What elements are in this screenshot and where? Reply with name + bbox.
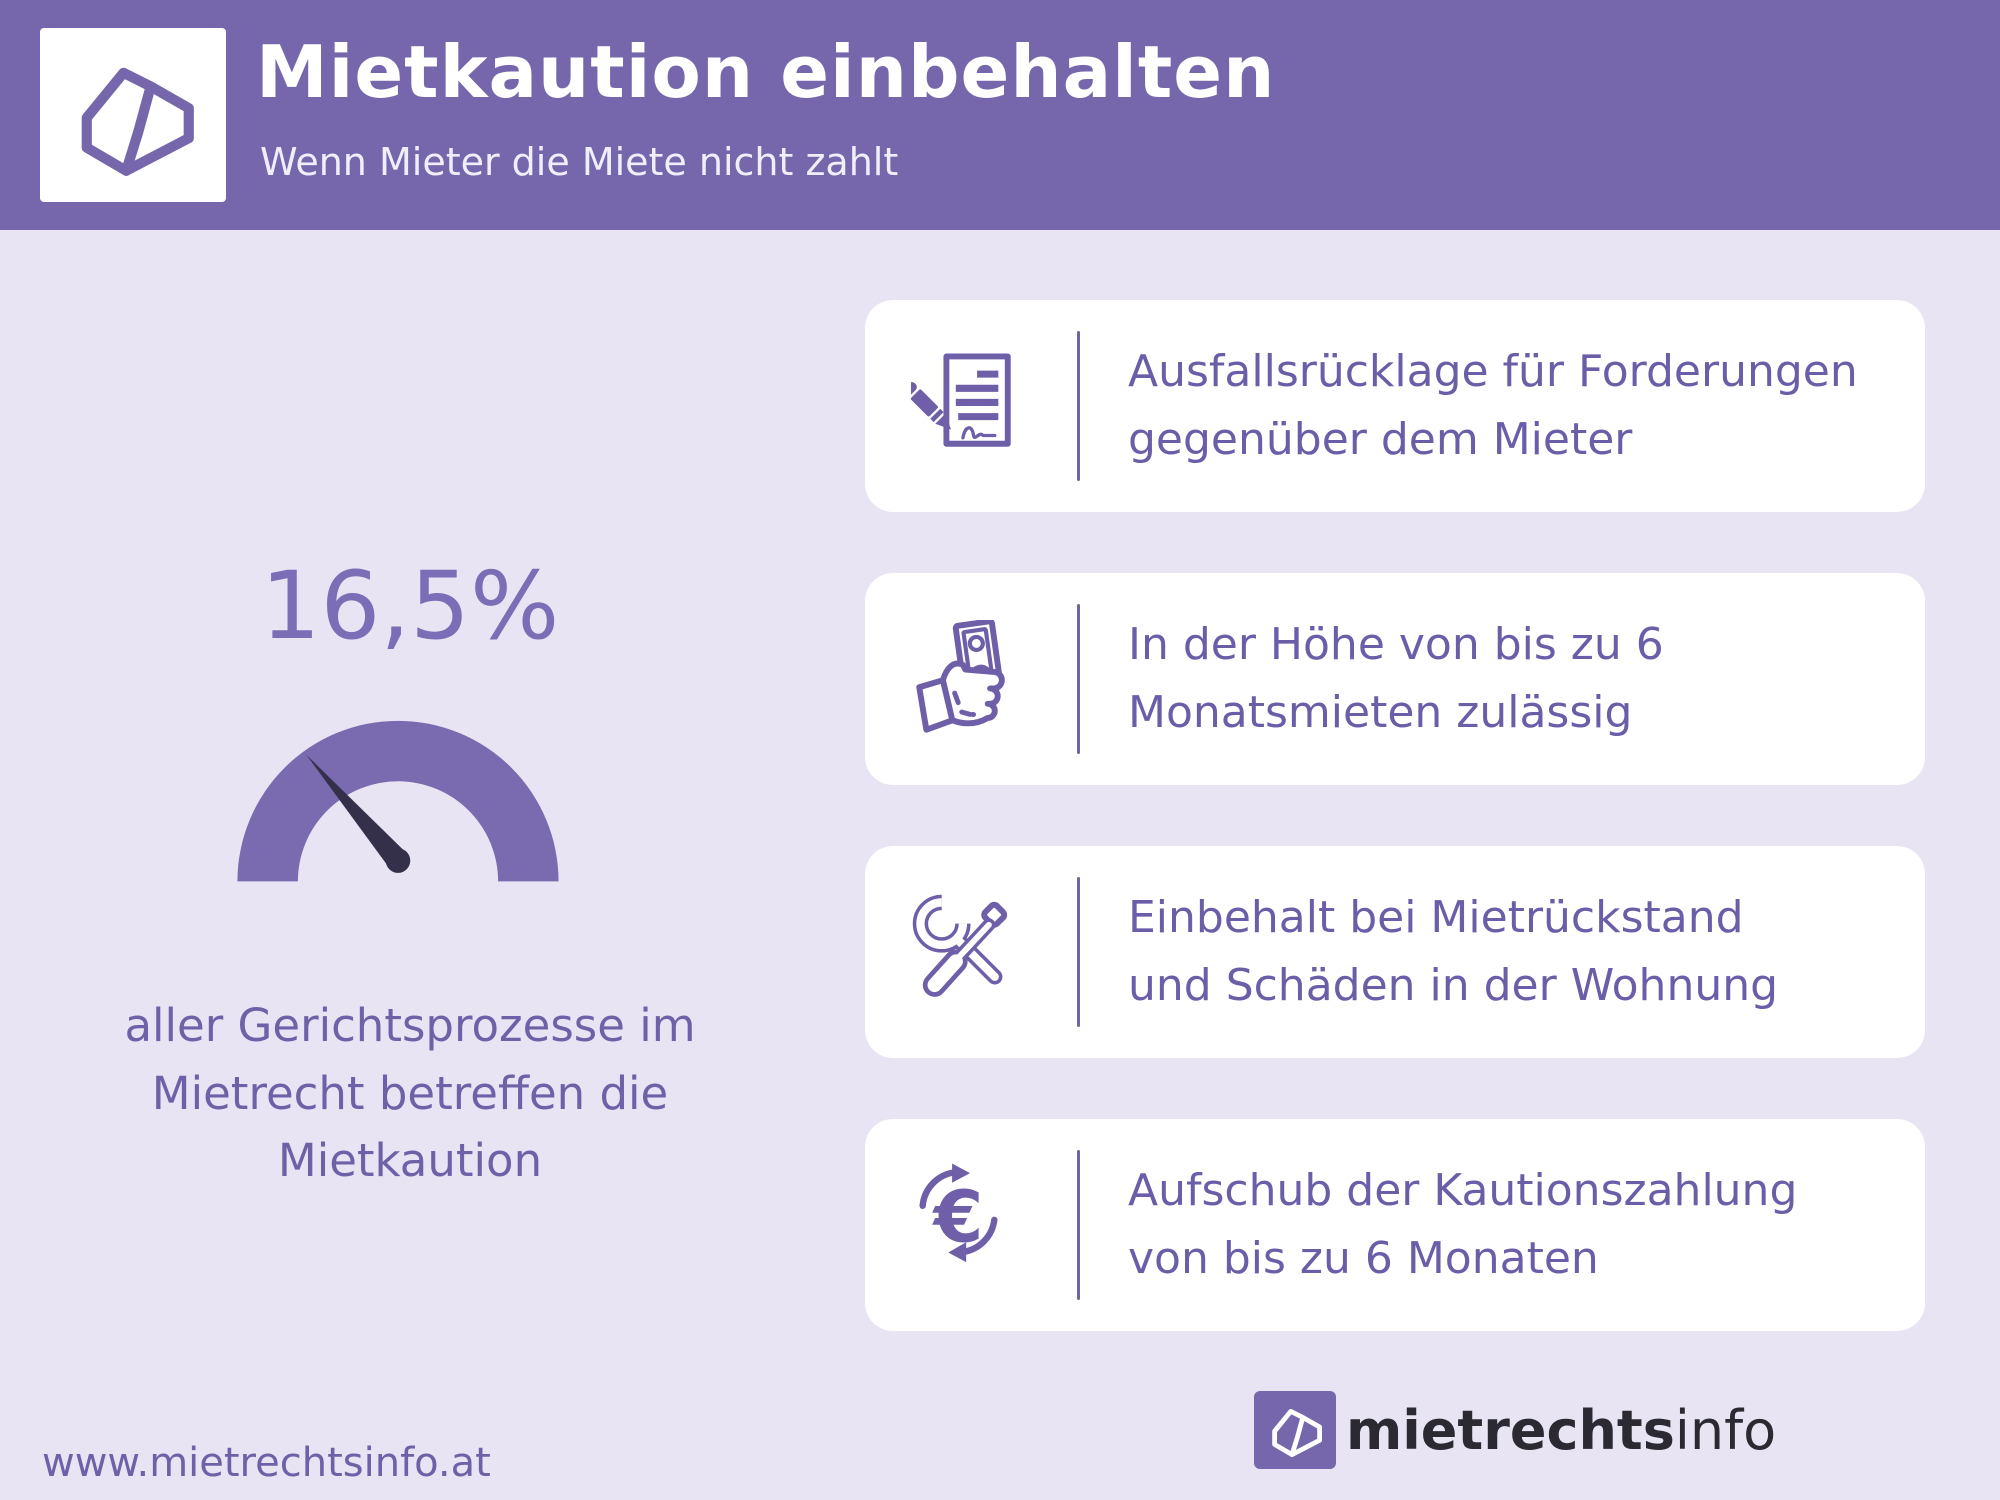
header-bar: Mietkaution einbehalten Wenn Mieter die … <box>0 0 2000 230</box>
stat-value: 16,5% <box>260 552 560 661</box>
header-logo <box>40 28 226 202</box>
gauge-icon <box>237 720 559 882</box>
contract-signing-icon <box>911 353 1011 447</box>
gauge-chart <box>228 700 568 890</box>
gauge-needle <box>306 754 411 873</box>
card-divider <box>1077 877 1080 1027</box>
website-url[interactable]: www.mietrechtsinfo.at <box>42 1440 491 1486</box>
house-logo-icon <box>81 67 194 176</box>
card-text: In der Höhe von bis zu 6 Monatsmieten zu… <box>1128 618 1664 738</box>
brand-house-icon <box>1272 1409 1322 1457</box>
card-divider <box>1077 604 1080 754</box>
benefit-cards: Ausfallsrücklage für Forderungen gegenüb… <box>865 300 1925 1331</box>
card-ausfallsruecklage: Ausfallsrücklage für Forderungen gegenüb… <box>865 300 1925 512</box>
card-divider <box>1077 331 1080 481</box>
page-subtitle: Wenn Mieter die Miete nicht zahlt <box>260 140 899 184</box>
card-text: Einbehalt bei Mietrückstand und Schäden … <box>1128 891 1779 1011</box>
tools-icon <box>912 894 1008 997</box>
euro-cycle-icon: € <box>919 1163 998 1263</box>
stat-caption: aller Gerichtsprozesse im Mietrecht betr… <box>124 999 696 1187</box>
card-text: Aufschub der Kautionszahlung von bis zu … <box>1128 1164 1798 1284</box>
page-title: Mietkaution einbehalten <box>256 30 1276 114</box>
card-hoehe-monatsmieten: In der Höhe von bis zu 6 Monatsmieten zu… <box>865 573 1925 785</box>
money-hand-icon <box>916 620 1005 733</box>
brand-text: mietrechtsinfo <box>1346 1398 1777 1462</box>
brand-logo: mietrechtsinfo <box>1254 1390 1776 1470</box>
card-divider <box>1077 1150 1080 1300</box>
card-aufschub-kaution: € Aufschub der Kautionszahlung von bis z… <box>865 1119 1925 1331</box>
card-text: Ausfallsrücklage für Forderungen gegenüb… <box>1128 345 1858 465</box>
card-einbehalt-schaeden: Einbehalt bei Mietrückstand und Schäden … <box>865 846 1925 1058</box>
